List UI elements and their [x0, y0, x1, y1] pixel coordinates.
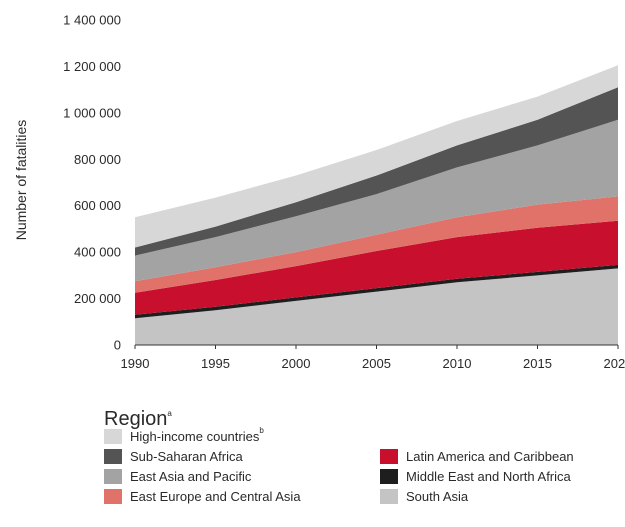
legend-label: South Asia	[406, 489, 469, 504]
chart-areas	[135, 65, 618, 345]
legend-label: High-income countriesb	[130, 426, 264, 444]
legend-item-east-asia-and-pacific: East Asia and Pacific	[104, 469, 252, 484]
legend-label: East Asia and Pacific	[130, 469, 252, 484]
y-tick-label: 1 200 000	[63, 59, 121, 74]
x-tick-label: 2010	[443, 356, 472, 371]
x-tick-label: 2020	[604, 356, 625, 371]
y-tick-label: 200 000	[74, 291, 121, 306]
x-tick-label: 1990	[121, 356, 150, 371]
y-tick-label: 0	[114, 338, 121, 353]
y-tick-label: 600 000	[74, 198, 121, 213]
x-tick-label: 2015	[523, 356, 552, 371]
legend-swatch	[380, 469, 398, 484]
area-series-latin-america-and-caribbean	[135, 220, 618, 315]
x-tick-label: 2000	[282, 356, 311, 371]
legend-item-east-europe-and-central-asia: East Europe and Central Asia	[104, 489, 301, 504]
legend-label: Latin America and Caribbean	[406, 449, 574, 464]
legend-item-south-asia: South Asia	[380, 489, 469, 504]
y-axis-title: Number of fatalities	[13, 120, 29, 241]
x-tick-label: 2005	[362, 356, 391, 371]
legend-swatch	[104, 489, 122, 504]
legend-swatch	[380, 449, 398, 464]
y-tick-label: 1 400 000	[63, 13, 121, 28]
legend-item-sub-saharan-africa: Sub-Saharan Africa	[104, 449, 244, 464]
legend-label: East Europe and Central Asia	[130, 489, 301, 504]
legend-swatch	[380, 489, 398, 504]
legend-item-latin-america-and-caribbean: Latin America and Caribbean	[380, 449, 574, 464]
area-series-high-income-countries	[135, 65, 618, 248]
area-series-south-asia	[135, 268, 618, 345]
legend-title: Regiona	[104, 408, 172, 430]
legend-swatch	[104, 469, 122, 484]
legend-item-middle-east-and-north-africa: Middle East and North Africa	[380, 469, 572, 484]
y-axis: 0 200 000 400 000 600 000 800 000 1 000 000 1 …	[63, 13, 121, 353]
area-series-middle-east-and-north-africa	[135, 264, 618, 319]
legend-item-high-income-countries: High-income countriesb	[104, 426, 264, 444]
y-tick-label: 400 000	[74, 245, 121, 260]
area-series-east-asia-and-pacific	[135, 119, 618, 282]
legend-swatch	[104, 429, 122, 444]
area-series-east-europe-and-central-asia	[135, 196, 618, 293]
legend-label: Sub-Saharan Africa	[130, 449, 244, 464]
area-series-sub-saharan-africa	[135, 87, 618, 256]
y-tick-label: 800 000	[74, 152, 121, 167]
legend-swatch	[104, 449, 122, 464]
x-axis: 1990 1995 2000 2005 2010 2015 2020	[121, 344, 625, 371]
legend: High-income countriesb Sub-Saharan Africa…	[104, 426, 574, 504]
y-tick-label: 1 000 000	[63, 105, 121, 120]
legend-label: Middle East and North Africa	[406, 469, 572, 484]
x-tick-label: 1995	[201, 356, 230, 371]
